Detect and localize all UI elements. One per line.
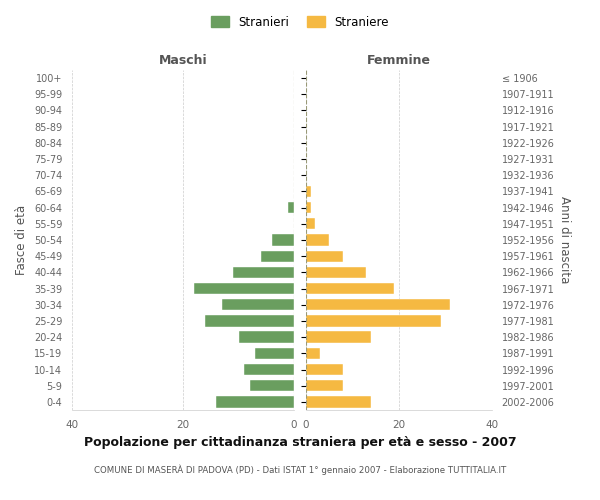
Bar <box>272 234 294 246</box>
Bar <box>306 218 316 230</box>
Bar <box>306 186 311 197</box>
Bar <box>260 250 294 262</box>
Y-axis label: Anni di nascita: Anni di nascita <box>558 196 571 284</box>
Bar <box>306 234 329 246</box>
Title: Femmine: Femmine <box>367 54 431 68</box>
Bar <box>250 380 294 392</box>
Bar <box>306 396 371 407</box>
Bar <box>306 316 441 326</box>
Bar <box>306 364 343 375</box>
Bar <box>289 202 294 213</box>
Bar <box>306 266 367 278</box>
Bar <box>244 364 294 375</box>
Bar <box>306 332 371 343</box>
Text: COMUNE DI MASERÀ DI PADOVA (PD) - Dati ISTAT 1° gennaio 2007 - Elaborazione TUTT: COMUNE DI MASERÀ DI PADOVA (PD) - Dati I… <box>94 465 506 475</box>
Bar <box>306 250 343 262</box>
Bar <box>306 202 311 213</box>
Bar <box>194 283 294 294</box>
Bar <box>222 299 294 310</box>
Bar <box>306 283 394 294</box>
Text: Popolazione per cittadinanza straniera per età e sesso - 2007: Popolazione per cittadinanza straniera p… <box>83 436 517 449</box>
Bar <box>239 332 294 343</box>
Y-axis label: Fasce di età: Fasce di età <box>16 205 28 275</box>
Bar <box>255 348 294 359</box>
Bar <box>216 396 294 407</box>
Bar <box>233 266 294 278</box>
Bar <box>306 348 320 359</box>
Legend: Stranieri, Straniere: Stranieri, Straniere <box>206 11 394 34</box>
Bar <box>205 316 294 326</box>
Title: Maschi: Maschi <box>158 54 208 68</box>
Bar <box>306 380 343 392</box>
Bar <box>306 299 450 310</box>
